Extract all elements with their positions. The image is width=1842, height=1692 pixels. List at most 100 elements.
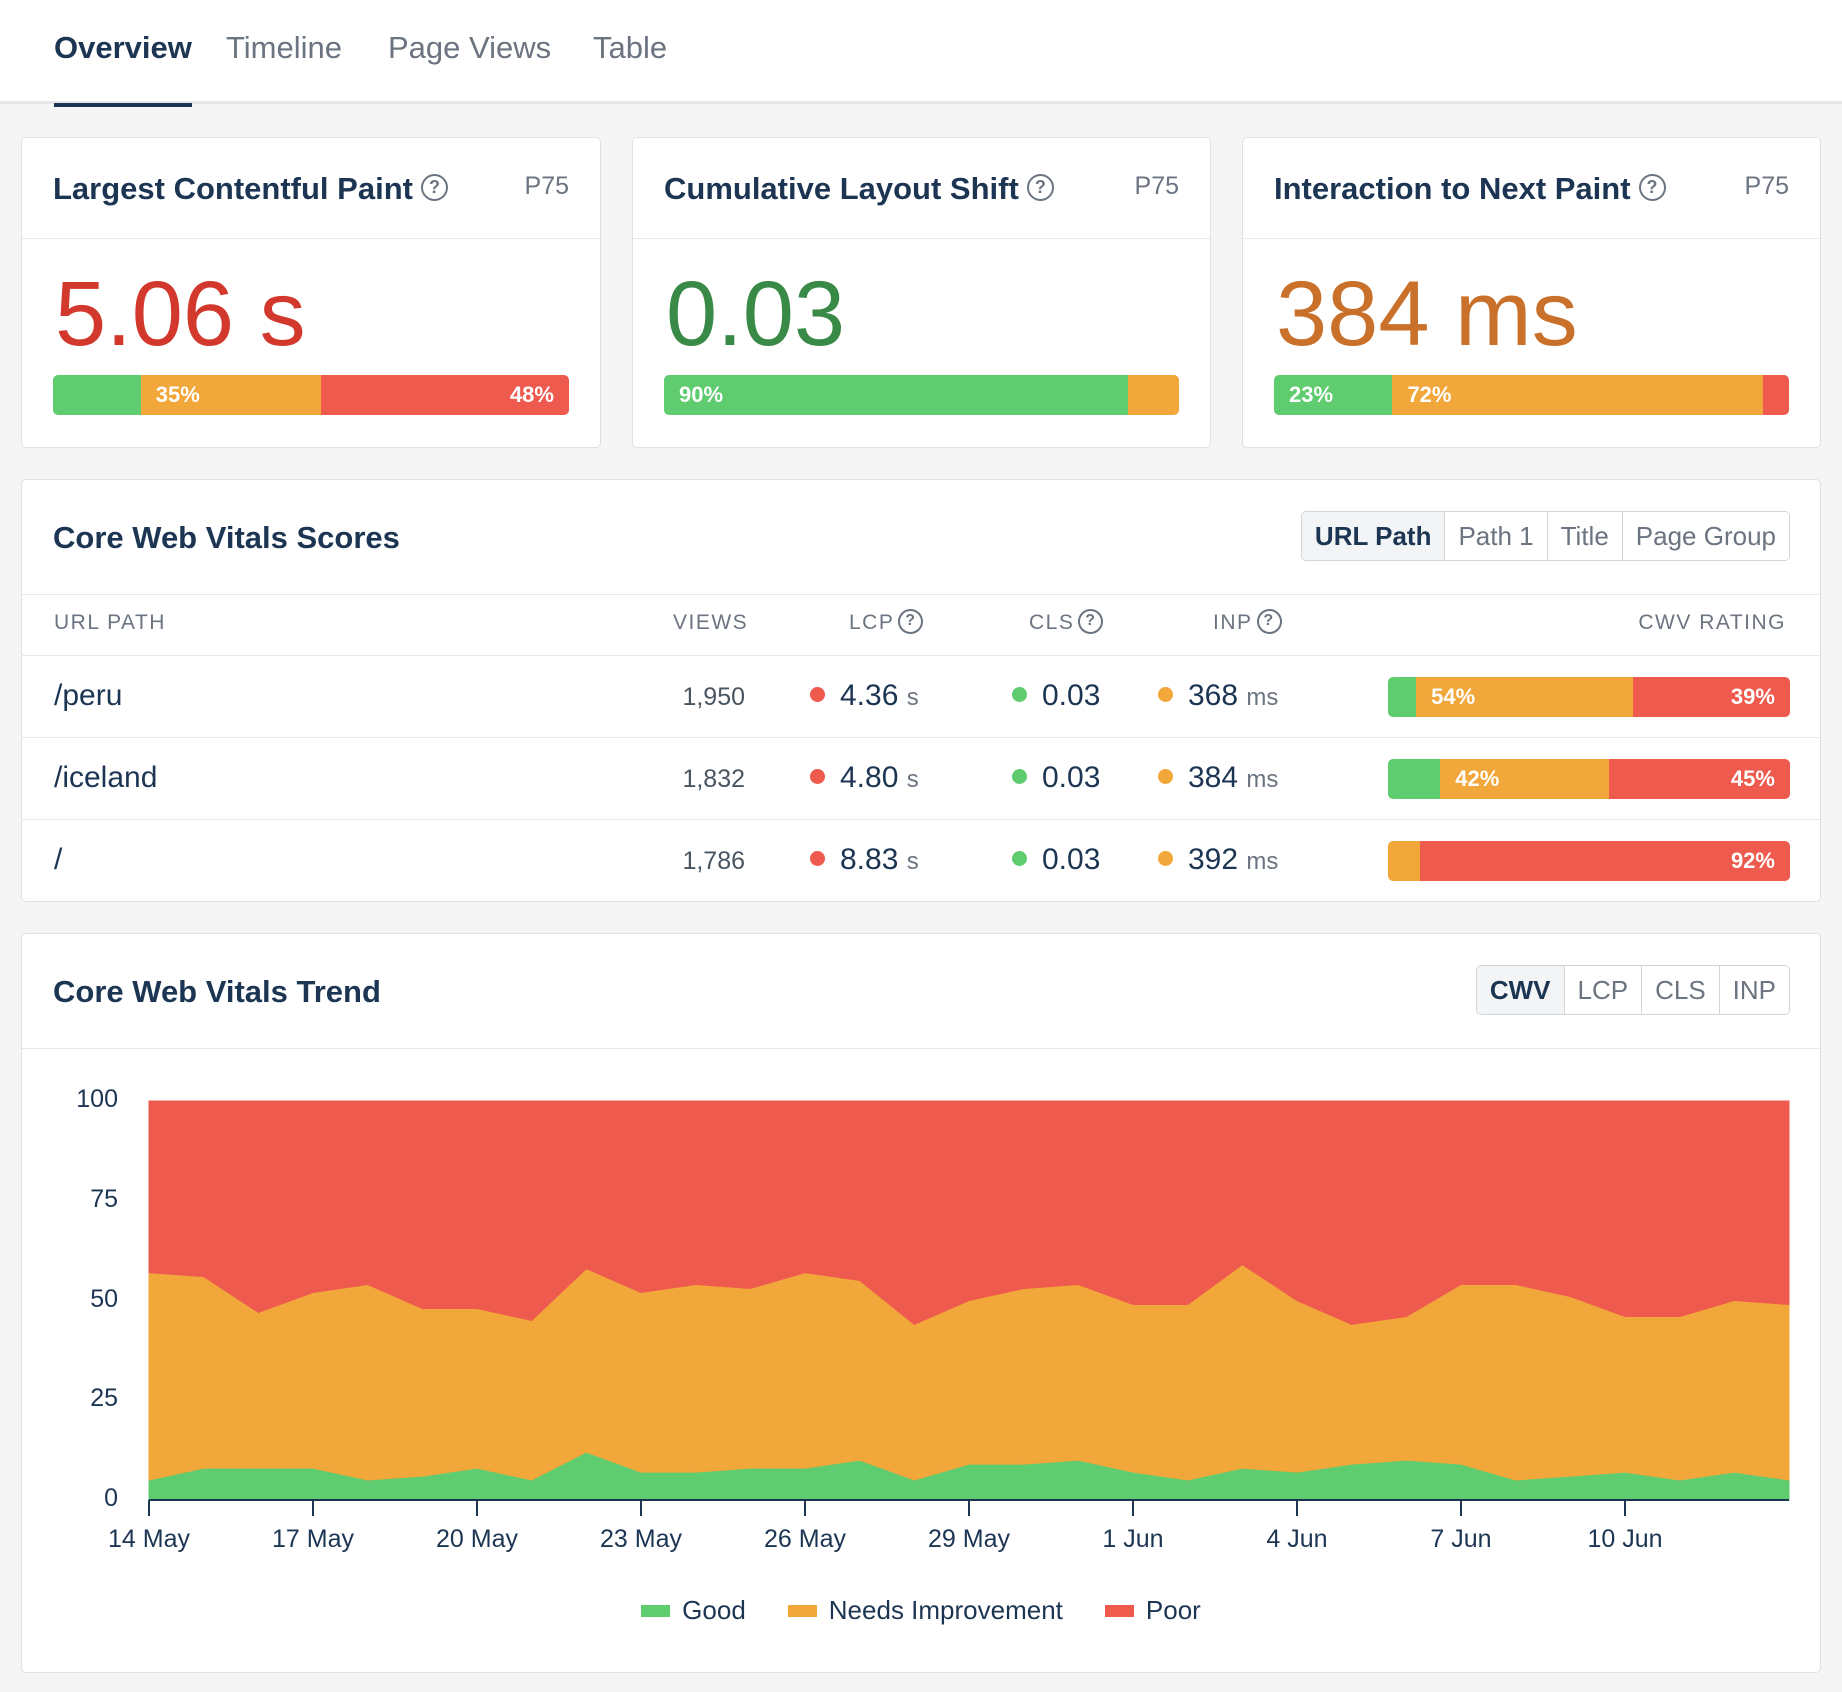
row-path[interactable]: /iceland xyxy=(54,761,158,794)
y-tick-label: 75 xyxy=(90,1184,118,1213)
row-cls: 0.03 xyxy=(1012,679,1100,713)
group-by-selector: URL Path Path 1 Title Page Group xyxy=(1300,511,1790,561)
column-header-cwv-rating[interactable]: CWV RATING xyxy=(1638,611,1786,634)
status-dot xyxy=(1012,768,1027,784)
column-header-views[interactable]: VIEWS xyxy=(673,611,749,634)
inp-card: Interaction to Next Paint? P75 384 ms 23… xyxy=(1242,137,1821,448)
x-tick-label: 10 Jun xyxy=(1587,1525,1663,1553)
chart-legend: Good Needs Improvement Poor xyxy=(0,1595,1842,1626)
x-tick-label: 20 May xyxy=(436,1525,518,1553)
status-dot xyxy=(1012,686,1027,702)
row-inp: 392 ms xyxy=(1158,843,1278,877)
x-tick-label: 29 May xyxy=(928,1525,1010,1553)
scores-title: Core Web Vitals Scores xyxy=(53,520,400,555)
inp-distribution-bar: 23% 72% xyxy=(1274,375,1789,415)
trend-card: Core Web Vitals Trend CWV LCP CLS INP xyxy=(21,933,1821,1673)
lcp-poor-segment: 48% xyxy=(321,375,569,415)
column-header-lcp[interactable]: LCP? xyxy=(849,609,924,636)
row-lcp: 4.80 s xyxy=(810,761,919,795)
lcp-percentile: P75 xyxy=(524,172,569,200)
inp-card-header: Interaction to Next Paint? P75 xyxy=(1243,138,1820,239)
table-row[interactable]: / 1,786 8.83 s 0.03 392 ms 92% xyxy=(21,819,1821,901)
cls-good-segment: 90% xyxy=(664,375,1128,415)
legend-swatch xyxy=(787,1604,817,1617)
group-by-page-group[interactable]: Page Group xyxy=(1621,512,1789,560)
trend-card-header: Core Web Vitals Trend CWV LCP CLS INP xyxy=(22,934,1820,1049)
tab-overview[interactable]: Overview xyxy=(54,30,192,107)
poor-segment: 39% xyxy=(1633,677,1790,717)
needs-improvement-segment: 54% xyxy=(1416,677,1634,717)
x-tick-label: 26 May xyxy=(764,1525,846,1553)
tab-table[interactable]: Table xyxy=(593,30,668,65)
x-tick-label: 14 May xyxy=(108,1525,190,1553)
lcp-card-header: Largest Contentful Paint? P75 xyxy=(22,138,600,239)
x-tick-label: 17 May xyxy=(272,1525,354,1553)
legend-label: Needs Improvement xyxy=(828,1595,1063,1625)
row-cls: 0.03 xyxy=(1012,761,1100,795)
status-dot xyxy=(1158,768,1173,784)
row-cls: 0.03 xyxy=(1012,843,1100,877)
group-by-path-1[interactable]: Path 1 xyxy=(1444,512,1547,560)
column-header-cls[interactable]: CLS? xyxy=(1029,609,1104,636)
status-dot xyxy=(1012,850,1027,866)
legend-swatch xyxy=(1104,1604,1134,1617)
row-inp: 384 ms xyxy=(1158,761,1278,795)
cls-card-header: Cumulative Layout Shift? P75 xyxy=(633,138,1210,239)
table-row[interactable]: /peru 1,950 4.36 s 0.03 368 ms 54% 39% xyxy=(21,655,1821,737)
group-by-url-path[interactable]: URL Path xyxy=(1301,512,1445,560)
poor-segment: 45% xyxy=(1609,759,1790,799)
legend-label: Poor xyxy=(1145,1595,1201,1625)
row-inp: 368 ms xyxy=(1158,679,1278,713)
trend-title: Core Web Vitals Trend xyxy=(53,974,381,1009)
x-tick-label: 4 Jun xyxy=(1266,1525,1328,1553)
legend-item-poor[interactable]: Poor xyxy=(1104,1595,1201,1626)
y-tick-label: 0 xyxy=(104,1484,118,1512)
table-row[interactable]: /iceland 1,832 4.80 s 0.03 384 ms 42% 45… xyxy=(21,737,1821,819)
column-header-inp[interactable]: INP? xyxy=(1213,609,1282,636)
help-icon[interactable]: ? xyxy=(1638,174,1666,202)
inp-needs-improvement-segment: 72% xyxy=(1392,375,1764,415)
tab-timeline[interactable]: Timeline xyxy=(226,30,342,65)
cls-percentile: P75 xyxy=(1134,172,1179,200)
group-by-title[interactable]: Title xyxy=(1546,512,1622,560)
good-segment xyxy=(1388,677,1417,717)
help-icon[interactable]: ? xyxy=(898,609,924,634)
trend-tab-cls[interactable]: CLS xyxy=(1641,966,1719,1014)
row-views: 1,832 xyxy=(682,765,745,793)
help-icon[interactable]: ? xyxy=(1256,609,1282,634)
lcp-card: Largest Contentful Paint? P75 5.06 s 35%… xyxy=(21,137,601,448)
inp-value: 384 ms xyxy=(1276,263,1578,365)
y-tick-label: 100 xyxy=(76,1085,118,1113)
help-icon[interactable]: ? xyxy=(1026,174,1054,202)
tab-page-views[interactable]: Page Views xyxy=(388,30,552,65)
legend-item-needs-improvement[interactable]: Needs Improvement xyxy=(787,1595,1063,1626)
status-dot xyxy=(1158,686,1173,702)
x-tick-label: 1 Jun xyxy=(1102,1525,1164,1553)
column-header-url-path[interactable]: URL PATH xyxy=(54,611,166,634)
lcp-good-segment xyxy=(53,375,141,415)
legend-item-good[interactable]: Good xyxy=(641,1595,746,1626)
lcp-distribution-bar: 35% 48% xyxy=(53,375,569,415)
trend-metric-selector: CWV LCP CLS INP xyxy=(1475,965,1790,1015)
x-tick-label: 7 Jun xyxy=(1430,1525,1492,1553)
trend-tab-cwv[interactable]: CWV xyxy=(1476,966,1564,1014)
help-icon[interactable]: ? xyxy=(1078,609,1104,634)
status-dot xyxy=(810,686,825,702)
row-path[interactable]: / xyxy=(54,843,63,876)
lcp-title: Largest Contentful Paint xyxy=(53,171,413,206)
trend-tab-inp[interactable]: INP xyxy=(1718,966,1789,1014)
y-tick-label: 50 xyxy=(90,1284,118,1313)
status-dot xyxy=(1158,850,1173,866)
trend-tab-lcp[interactable]: LCP xyxy=(1563,966,1642,1014)
row-views: 1,950 xyxy=(682,683,745,711)
row-path[interactable]: /peru xyxy=(54,679,123,712)
scores-card-header: Core Web Vitals Scores URL Path Path 1 T… xyxy=(22,480,1820,595)
row-cwv-rating-bar: 92% xyxy=(1388,841,1790,881)
poor-segment: 92% xyxy=(1420,841,1790,881)
needs-improvement-segment xyxy=(1388,841,1421,881)
legend-swatch xyxy=(641,1604,671,1617)
status-dot xyxy=(810,768,825,784)
row-cwv-rating-bar: 54% 39% xyxy=(1388,677,1790,717)
help-icon[interactable]: ? xyxy=(420,174,448,202)
cls-needs-improvement-segment xyxy=(1127,375,1179,415)
